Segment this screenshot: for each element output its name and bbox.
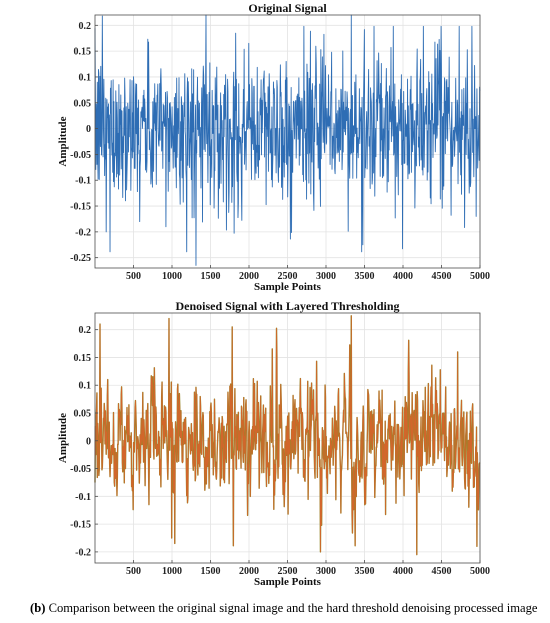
y-tick-label: 0 bbox=[86, 124, 91, 135]
y-tick-label: -0.15 bbox=[70, 202, 91, 213]
x-tick-label: 2500 bbox=[278, 271, 298, 282]
x-axis-label: Sample Points bbox=[254, 281, 322, 293]
y-axis-label: Amplitude bbox=[57, 413, 69, 463]
x-axis-label: Sample Points bbox=[254, 576, 322, 588]
y-tick-label: 0.05 bbox=[74, 98, 92, 109]
x-tick-label: 500 bbox=[126, 271, 141, 282]
y-tick-label: 0.15 bbox=[74, 47, 92, 58]
x-tick-label: 5000 bbox=[470, 271, 490, 282]
y-tick-label: -0.1 bbox=[75, 176, 91, 187]
x-tick-label: 1500 bbox=[201, 566, 221, 577]
y-tick-label: 0.2 bbox=[79, 325, 92, 336]
x-tick-label: 4000 bbox=[393, 271, 413, 282]
x-tick-label: 4500 bbox=[432, 271, 452, 282]
x-tick-label: 2000 bbox=[239, 271, 259, 282]
x-tick-label: 3000 bbox=[316, 566, 336, 577]
y-tick-label: 0 bbox=[86, 436, 91, 447]
x-tick-label: 3500 bbox=[355, 271, 375, 282]
x-tick-label: 2500 bbox=[278, 566, 298, 577]
x-tick-label: 500 bbox=[126, 566, 141, 577]
chart-original: 500 1000 1500 2000 2500 3000 3500 4000 4500 5000 -… bbox=[57, 1, 490, 293]
y-tick-label: -0.05 bbox=[70, 150, 91, 161]
figure-caption: (b) Comparison between the original sign… bbox=[30, 601, 550, 616]
caption-text: Comparison between the original signal i… bbox=[48, 601, 538, 615]
x-tick-label: 2000 bbox=[239, 566, 259, 577]
y-tick-label: -0.05 bbox=[70, 464, 91, 475]
y-tick-label: 0.1 bbox=[79, 72, 92, 83]
x-tick-label: 3500 bbox=[355, 566, 375, 577]
signal-line bbox=[94, 315, 481, 556]
x-tick-label: 4500 bbox=[432, 566, 452, 577]
x-tick-label: 3000 bbox=[316, 271, 336, 282]
y-tick-label: 0.2 bbox=[79, 21, 92, 32]
x-tick-label: 1000 bbox=[162, 271, 182, 282]
y-tick-label: 0.15 bbox=[74, 353, 92, 364]
y-tick-label: -0.15 bbox=[70, 520, 91, 531]
x-tick-label: 4000 bbox=[393, 566, 413, 577]
x-tick-label: 1500 bbox=[201, 271, 221, 282]
y-tick-label: -0.2 bbox=[75, 547, 91, 558]
y-tick-label: 0.05 bbox=[74, 409, 92, 420]
y-tick-label: -0.25 bbox=[70, 253, 91, 264]
y-tick-label: -0.2 bbox=[75, 227, 91, 238]
caption-label: (b) bbox=[30, 601, 46, 615]
y-tick-label: 0.1 bbox=[79, 381, 92, 392]
chart-title: Denoised Signal with Layered Thresholdin… bbox=[175, 299, 399, 313]
y-tick-label: -0.1 bbox=[75, 492, 91, 503]
x-tick-label: 5000 bbox=[470, 566, 490, 577]
chart-denoised: 500 1000 1500 2000 2500 3000 3500 4000 4500 5000 -… bbox=[57, 299, 490, 588]
signal-line bbox=[94, 14, 481, 266]
chart-title: Original Signal bbox=[248, 1, 327, 15]
y-axis-label: Amplitude bbox=[57, 116, 69, 166]
x-tick-label: 1000 bbox=[162, 566, 182, 577]
